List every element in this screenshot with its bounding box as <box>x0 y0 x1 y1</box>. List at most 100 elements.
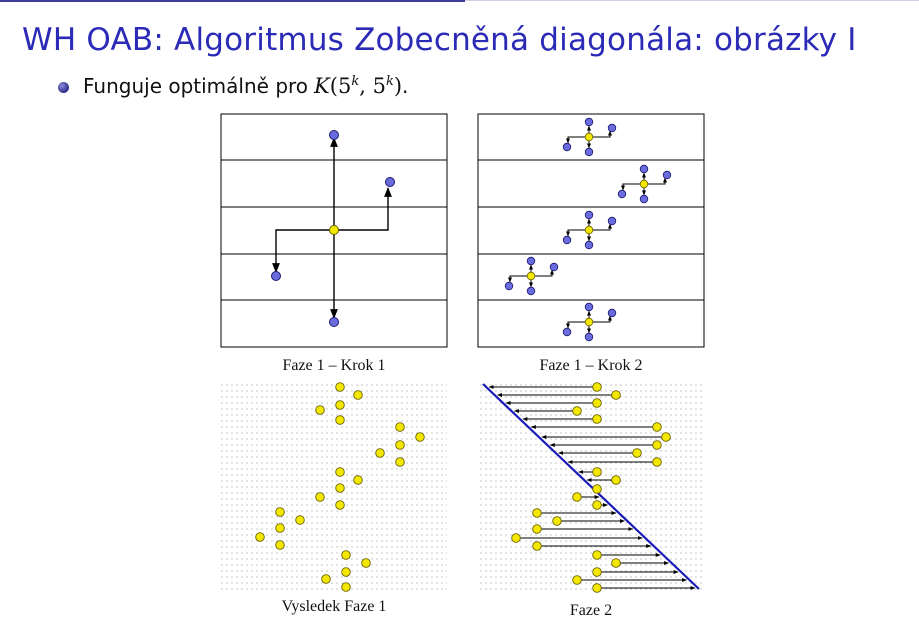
fig2-node-yellow <box>584 225 594 235</box>
header-rule <box>0 0 465 2</box>
fig2-cluster <box>562 302 617 342</box>
fig2-node-blue <box>584 210 594 220</box>
fig3-node-yellow <box>361 558 371 568</box>
fig3-node-yellow <box>335 415 345 425</box>
fig2-node-yellow <box>639 179 649 189</box>
fig4-node-yellow <box>592 550 602 560</box>
fig2-arrow <box>531 269 554 277</box>
fig3-node-yellow <box>395 440 405 450</box>
fig3-node-yellow <box>315 492 325 502</box>
fig4-node-yellow <box>611 390 621 400</box>
fig3-node-yellow <box>275 540 285 550</box>
fig3-node-yellow <box>341 567 351 577</box>
fig2-arrow <box>589 315 612 323</box>
fig4-node-yellow <box>652 440 662 450</box>
fig2-node-blue <box>504 281 514 291</box>
fig1-arrow-left-down <box>272 229 334 273</box>
fig4-node-yellow <box>552 516 562 526</box>
fig4-node-yellow <box>532 541 542 551</box>
fig2-node-blue <box>617 189 627 199</box>
fig3-node-yellow <box>341 582 351 592</box>
fig2-arrow <box>566 321 589 329</box>
fig2-arrow <box>589 223 612 231</box>
header-rule-right <box>465 0 919 1</box>
fig2-node-blue <box>584 302 594 312</box>
fig2-node-blue <box>662 170 672 180</box>
bullet-formula: K(5k, 5k) <box>314 74 403 98</box>
bullet-icon <box>58 81 69 93</box>
fig4-node-yellow <box>592 500 602 510</box>
fig1-node-blue <box>271 271 281 281</box>
formula-fn: K <box>314 74 330 98</box>
slide-title: WH OAB: Algoritmus Zobecněná diagonála: … <box>22 22 857 58</box>
fig1-frame <box>220 113 448 348</box>
fig1-node-blue <box>385 177 395 187</box>
figure-phase1-result <box>221 382 447 592</box>
fig3-node-yellow <box>315 405 325 415</box>
fig1-node-blue <box>329 317 339 327</box>
figure-phase1-step2 <box>477 113 705 348</box>
fig4-points <box>511 382 671 593</box>
fig2-node-blue <box>639 194 649 204</box>
fig2-node-blue <box>607 123 617 133</box>
fig3-node-yellow <box>335 382 345 392</box>
fig4-node-yellow <box>592 567 602 577</box>
fig2-node-blue <box>526 286 536 296</box>
fig2-node-blue <box>584 147 594 157</box>
bullet-end: . <box>402 74 409 98</box>
fig2-node-yellow <box>584 317 594 327</box>
fig2-node-blue <box>607 216 617 226</box>
fig4-node-yellow <box>592 398 602 408</box>
fig3-node-yellow <box>375 448 385 458</box>
fig3-node-yellow <box>275 507 285 517</box>
fig3-node-yellow <box>255 532 265 542</box>
fig2-node-yellow <box>526 271 536 281</box>
fig4-node-yellow <box>592 382 602 392</box>
fig4-node-yellow <box>592 414 602 424</box>
fig3-caption: Vysledek Faze 1 <box>281 598 387 615</box>
fig4-node-yellow <box>592 583 602 593</box>
fig2-node-blue <box>562 327 572 337</box>
fig2-node-blue <box>549 262 559 272</box>
fig3-node-yellow <box>295 515 305 525</box>
fig2-node-blue <box>562 235 572 245</box>
fig3-node-yellow <box>335 467 345 477</box>
fig2-arrow <box>621 183 644 191</box>
fig2-node-blue <box>584 117 594 127</box>
fig4-node-yellow <box>572 492 582 502</box>
fig4-node-yellow <box>592 484 602 494</box>
fig4-node-yellow <box>592 467 602 477</box>
fig3-points <box>255 382 425 592</box>
fig2-cluster <box>562 117 617 157</box>
fig2-cluster <box>504 256 559 296</box>
fig1-arrow-right-up <box>334 187 392 231</box>
fig3-node-yellow <box>335 483 345 493</box>
fig3-node-yellow <box>341 550 351 560</box>
fig1-node-blue <box>329 130 339 140</box>
fig3-node-yellow <box>395 422 405 432</box>
formula-exp-2: k <box>385 74 394 89</box>
fig3-node-yellow <box>353 475 363 485</box>
figure-phase1-step1 <box>220 113 448 348</box>
bullet-text: Funguje optimálně pro <box>83 74 309 98</box>
fig2-cluster <box>562 210 617 250</box>
fig2-arrow <box>589 130 612 138</box>
fig2-arrow <box>566 229 589 237</box>
fig2-node-blue <box>584 240 594 250</box>
fig3-node-yellow <box>335 400 345 410</box>
fig2-frame <box>477 113 705 348</box>
fig2-node-blue <box>584 332 594 342</box>
fig4-node-yellow <box>611 475 621 485</box>
fig3-node-yellow <box>395 457 405 467</box>
fig4-node-yellow <box>652 422 662 432</box>
fig4-node-yellow <box>661 432 671 442</box>
fig4-node-yellow <box>572 575 582 585</box>
fig4-node-yellow <box>632 448 642 458</box>
fig4-node-yellow <box>532 508 542 518</box>
fig4-node-yellow <box>652 457 662 467</box>
fig4-node-yellow <box>611 558 621 568</box>
fig2-arrow <box>508 275 531 283</box>
fig2-node-blue <box>562 142 572 152</box>
fig3-node-yellow <box>415 432 425 442</box>
fig1-caption: Faze 1 – Krok 1 <box>282 357 386 374</box>
